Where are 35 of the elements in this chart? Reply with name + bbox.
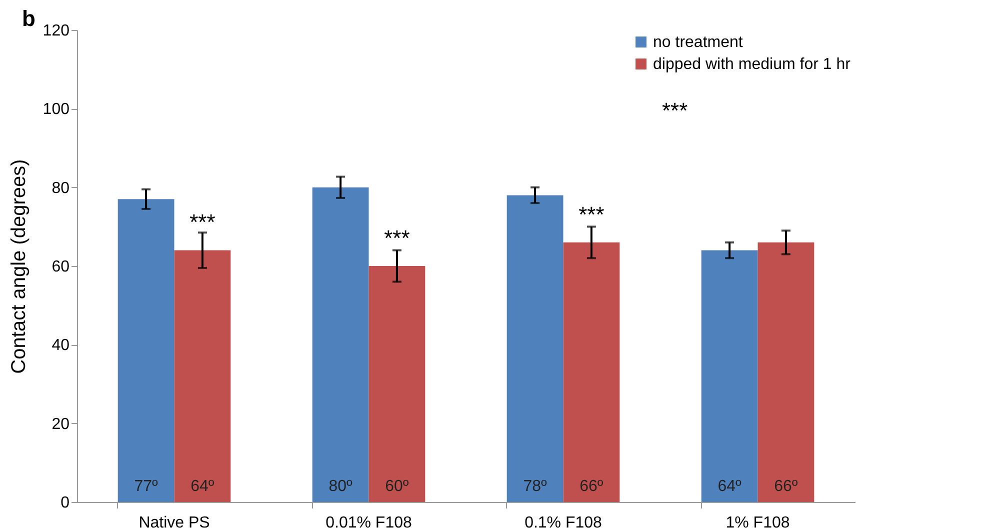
y-axis-title: Contact angle (degrees) xyxy=(8,159,30,374)
data-label: 60º xyxy=(385,478,409,495)
legend-label: no treatment xyxy=(653,34,744,51)
bar xyxy=(758,242,814,502)
bar xyxy=(118,199,174,502)
y-tick-label: 120 xyxy=(42,22,70,40)
bar xyxy=(312,187,369,502)
annotation: *** xyxy=(384,225,410,250)
y-tick-label: 20 xyxy=(52,416,70,433)
text: b xyxy=(22,6,36,32)
x-tick-label: 1% F108 xyxy=(726,514,790,530)
x-tick-label: 0.1% F108 xyxy=(524,514,602,530)
x-tick-label: Native PS xyxy=(138,514,210,530)
bar xyxy=(701,250,758,502)
data-label: 66º xyxy=(774,478,798,495)
data-label: 64º xyxy=(718,478,742,495)
bar xyxy=(174,250,231,502)
y-tick-label: 40 xyxy=(52,337,70,354)
data-label: 77º xyxy=(134,478,158,495)
annotation: *** xyxy=(190,210,216,235)
annotation: *** xyxy=(578,202,605,227)
y-tick-label: 100 xyxy=(42,101,70,118)
annotation: *** xyxy=(662,98,688,124)
y-tick-label: 0 xyxy=(60,494,70,512)
y-tick-label: 60 xyxy=(52,258,70,276)
bar xyxy=(506,195,564,502)
bar xyxy=(563,242,620,502)
data-label: 66º xyxy=(580,478,604,495)
y-tick-label: 80 xyxy=(52,180,70,197)
legend-label: dipped with medium for 1 hr xyxy=(653,56,852,73)
x-tick-label: 0.01% F108 xyxy=(326,514,412,530)
data-label: 78º xyxy=(523,478,548,495)
data-label: 80º xyxy=(328,478,353,495)
bar xyxy=(368,266,426,502)
data-label: 64º xyxy=(190,478,214,495)
